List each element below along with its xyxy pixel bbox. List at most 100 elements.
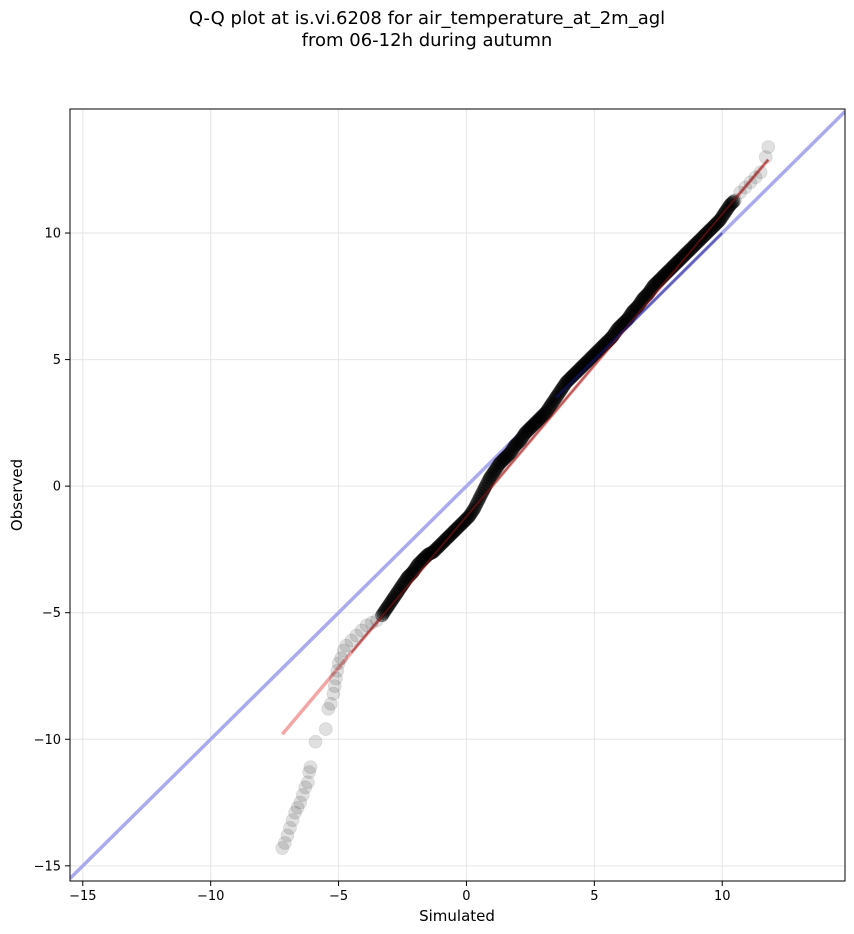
data-point	[329, 671, 343, 686]
data-point	[481, 474, 496, 488]
data-point	[303, 760, 318, 774]
grid	[70, 109, 845, 881]
data-point	[646, 279, 661, 294]
data-point	[386, 591, 401, 606]
data-point	[529, 414, 544, 429]
data-point	[524, 419, 539, 434]
data-point	[464, 505, 479, 520]
data-point	[330, 664, 345, 678]
data-point	[387, 589, 402, 604]
data-point	[290, 800, 305, 815]
y-tick-label: 0	[53, 480, 61, 495]
data-point	[501, 447, 516, 462]
data-point	[339, 638, 354, 653]
data-point	[542, 400, 557, 414]
data-point	[425, 545, 439, 560]
data-point	[495, 453, 510, 468]
data-point	[433, 537, 448, 552]
data-point	[526, 418, 540, 433]
chart-title-line-1: Q-Q plot at is.vi.6208 for air_temperatu…	[188, 8, 666, 29]
data-point	[473, 489, 488, 504]
data-point	[506, 440, 521, 455]
data-point	[505, 442, 520, 457]
data-point	[678, 247, 693, 262]
data-point	[520, 423, 535, 438]
data-point	[508, 438, 522, 453]
data-point	[535, 409, 549, 424]
data-point	[538, 405, 553, 420]
data-point	[430, 541, 444, 556]
data-point	[680, 245, 695, 259]
data-point	[380, 600, 395, 615]
data-point	[431, 539, 446, 554]
data-point	[300, 775, 315, 790]
data-point	[712, 213, 727, 228]
data-point	[472, 491, 487, 506]
data-point	[761, 140, 776, 154]
data-point	[426, 545, 441, 559]
data-point	[490, 460, 505, 475]
data-point	[647, 278, 662, 292]
data-point	[482, 471, 497, 486]
fit-line-overlay	[350, 158, 770, 654]
data-point	[517, 427, 531, 442]
data-point	[410, 557, 425, 572]
data-point	[280, 828, 295, 843]
data-point	[288, 805, 302, 820]
data-point	[323, 696, 338, 711]
data-point	[522, 422, 537, 437]
data-point	[515, 429, 530, 444]
data-point	[427, 543, 442, 558]
data-point	[753, 165, 768, 180]
data-point	[382, 596, 397, 611]
plot-area	[70, 110, 845, 880]
data-point	[334, 651, 349, 666]
data-point	[504, 444, 519, 459]
data-point	[513, 433, 528, 448]
chart-title: Q-Q plot at is.vi.6208 for air_temperatu…	[0, 8, 854, 52]
data-point	[748, 170, 763, 185]
x-tick-label: 0	[462, 889, 470, 904]
x-tick-label: −10	[197, 889, 224, 904]
data-point	[708, 217, 723, 232]
data-point	[336, 643, 351, 658]
y-tick-label: −5	[42, 606, 61, 621]
data-point	[483, 469, 498, 484]
data-point	[432, 538, 447, 553]
x-axis-label: Simulated	[419, 907, 495, 925]
data-point	[283, 820, 297, 835]
data-point	[302, 765, 317, 780]
data-point	[537, 407, 552, 421]
data-point	[509, 437, 524, 452]
data-point	[714, 211, 728, 226]
data-point	[460, 510, 475, 525]
data-point	[536, 408, 551, 423]
chart-title-line-2: from 06-12h during autumn	[301, 30, 553, 51]
data-point	[496, 452, 511, 467]
data-point	[554, 383, 568, 397]
data-point	[486, 465, 501, 480]
data-point	[545, 396, 560, 411]
data-point	[671, 253, 686, 268]
data-point	[293, 795, 308, 810]
data-point	[543, 398, 558, 413]
data-point	[531, 413, 545, 428]
x-tick-label: −5	[329, 889, 348, 904]
data-point	[492, 456, 507, 471]
data-point	[500, 448, 515, 463]
data-point	[488, 462, 503, 476]
data-point	[533, 410, 548, 425]
data-point	[458, 513, 473, 528]
data-point	[344, 633, 359, 648]
y-axis-label: Observed	[8, 459, 26, 531]
data-point	[349, 628, 364, 643]
data-point	[673, 252, 687, 267]
data-point	[499, 450, 513, 464]
data-point	[711, 214, 726, 229]
data-point	[491, 458, 506, 473]
data-point	[527, 417, 542, 432]
data-point	[326, 686, 341, 701]
data-point	[674, 251, 689, 266]
